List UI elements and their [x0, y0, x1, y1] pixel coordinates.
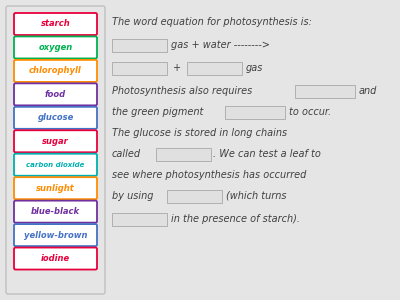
Text: sugar: sugar — [42, 137, 69, 146]
FancyBboxPatch shape — [14, 130, 97, 152]
Text: see where photosynthesis has occurred: see where photosynthesis has occurred — [112, 170, 306, 180]
FancyBboxPatch shape — [14, 107, 97, 129]
FancyBboxPatch shape — [14, 13, 97, 35]
Bar — [187, 61, 242, 74]
Text: called: called — [112, 149, 141, 159]
Text: by using: by using — [112, 191, 154, 201]
FancyBboxPatch shape — [6, 6, 105, 294]
Text: starch: starch — [41, 20, 70, 28]
Bar — [295, 85, 355, 98]
Text: and: and — [359, 86, 377, 96]
Text: food: food — [45, 90, 66, 99]
FancyBboxPatch shape — [14, 37, 97, 58]
Bar — [112, 212, 167, 226]
Text: . We can test a leaf to: . We can test a leaf to — [213, 149, 321, 159]
Bar — [167, 190, 222, 202]
FancyBboxPatch shape — [14, 224, 97, 246]
Text: gas: gas — [246, 63, 263, 73]
Bar — [112, 61, 167, 74]
Text: gas + water -------->: gas + water --------> — [171, 40, 270, 50]
Text: blue-black: blue-black — [31, 207, 80, 216]
Bar — [112, 38, 167, 52]
Text: the green pigment: the green pigment — [112, 107, 203, 117]
Text: oxygen: oxygen — [38, 43, 73, 52]
Text: (which turns: (which turns — [226, 191, 286, 201]
Text: in the presence of starch).: in the presence of starch). — [171, 214, 300, 224]
Bar — [225, 106, 285, 118]
Bar — [156, 148, 211, 160]
FancyBboxPatch shape — [14, 60, 97, 82]
Text: yellow-brown: yellow-brown — [24, 231, 87, 240]
FancyBboxPatch shape — [14, 177, 97, 199]
Text: glucose: glucose — [37, 113, 74, 122]
Text: carbon dioxide: carbon dioxide — [26, 162, 85, 168]
FancyBboxPatch shape — [14, 154, 97, 176]
Text: The word equation for photosynthesis is:: The word equation for photosynthesis is: — [112, 17, 312, 27]
Text: Photosynthesis also requires: Photosynthesis also requires — [112, 86, 252, 96]
FancyBboxPatch shape — [14, 201, 97, 223]
FancyBboxPatch shape — [14, 83, 97, 105]
Text: The glucose is stored in long chains: The glucose is stored in long chains — [112, 128, 287, 138]
FancyBboxPatch shape — [14, 248, 97, 269]
Text: chlorophyll: chlorophyll — [29, 66, 82, 75]
Text: iodine: iodine — [41, 254, 70, 263]
Text: sunlight: sunlight — [36, 184, 75, 193]
Text: +: + — [173, 63, 181, 73]
Text: to occur.: to occur. — [289, 107, 331, 117]
